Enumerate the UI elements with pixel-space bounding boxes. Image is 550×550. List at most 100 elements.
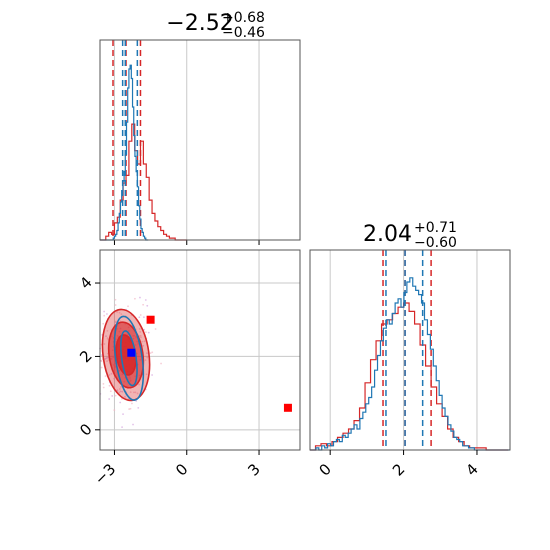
sample-point [143,340,146,343]
marginal-x-title: −2.52 [166,11,233,36]
title-sub: −0.46 [222,25,265,41]
sample-point [151,374,154,376]
x-tick-label: 0 [172,460,191,479]
sample-point [140,336,142,339]
title-sup: +0.68 [222,10,265,26]
sample-point [102,382,105,385]
sample-point [110,372,113,375]
sample-point [146,356,149,359]
sample-point [103,310,106,313]
title-main: −2.52 [166,11,233,36]
sample-point [129,407,132,410]
contour-level [113,315,145,401]
x-tick-label: 3 [244,460,263,479]
sample-point [119,401,122,404]
sample-point [109,390,112,393]
y-tick-label: 4 [76,273,95,292]
x-tick-label: 2 [389,460,408,479]
sample-point [106,337,109,340]
sample-point [105,335,107,338]
sample-point [147,331,150,334]
sample-point [103,343,106,345]
sample-point [139,331,142,333]
marginal-y-title-main: 2.04 [363,222,412,247]
sample-point [102,386,105,389]
sample-point [134,391,137,394]
marker-point [146,315,155,324]
sample-point [146,352,148,355]
sample-point [108,398,111,400]
sample-point [136,392,139,395]
sample-point [124,396,126,398]
sample-point [138,316,141,319]
sample-point [106,360,108,363]
marginal-y-panel: 0 2 4 2.04 +0.71 −0.60 [309,220,511,480]
sample-point [114,320,117,323]
sample-point [142,344,145,347]
sample-point [151,351,154,354]
sample-point [160,362,162,365]
sample-point [118,388,121,390]
sample-point [154,328,157,330]
sample-point [118,311,121,314]
sample-point [106,313,108,315]
sample-point [145,331,147,334]
histogram-step [100,64,149,241]
sample-point [144,299,147,301]
sample-point [111,395,114,397]
x-tick-label: 0 [316,460,335,479]
sample-point [108,374,111,376]
sample-point [145,373,148,376]
sample-point [102,322,105,325]
title-sub: −0.60 [414,235,457,251]
sample-point [131,402,133,405]
marker-point [283,403,292,412]
sample-point [100,359,103,362]
y-tick-label: 0 [76,420,95,439]
histogram-step [310,277,510,451]
joint-panel: −3 0 3 0 2 4 [76,249,301,488]
sample-point [113,377,115,380]
sample-point [132,423,134,426]
contour-level [119,330,138,387]
x-tick-label: 4 [462,460,481,479]
sample-point [149,352,152,355]
sample-point [134,297,136,300]
sample-point [100,366,103,369]
sample-point [133,391,135,394]
marginal-x-panel: −2.52 +0.68 −0.46 [99,10,301,245]
sample-point [116,311,119,313]
sample-point [118,391,121,394]
sample-point [114,394,117,397]
sample-point [103,314,106,317]
sample-point [139,314,142,316]
sample-point [142,316,145,319]
title-sup: +0.71 [414,220,457,236]
sample-point [104,358,107,360]
sample-point [108,384,111,387]
sample-point [119,390,122,393]
marker-point [127,348,136,357]
sample-point [114,298,117,301]
sample-point [121,426,123,429]
sample-point [138,327,141,330]
sample-point [141,340,144,343]
sample-point [138,383,141,386]
sample-point [144,359,147,362]
sample-point [127,305,129,308]
sample-point [104,375,107,377]
sample-point [114,304,117,306]
sample-point [142,303,145,306]
sample-point [129,391,132,394]
sample-point [113,409,116,411]
sample-point [122,413,124,416]
sample-point [106,330,109,332]
x-tick-label: −3 [91,460,119,488]
sample-point [107,356,109,359]
sample-point [139,296,141,299]
sample-point [143,328,146,331]
sample-point [121,390,124,393]
sample-point [119,386,122,388]
sample-point [128,408,131,410]
